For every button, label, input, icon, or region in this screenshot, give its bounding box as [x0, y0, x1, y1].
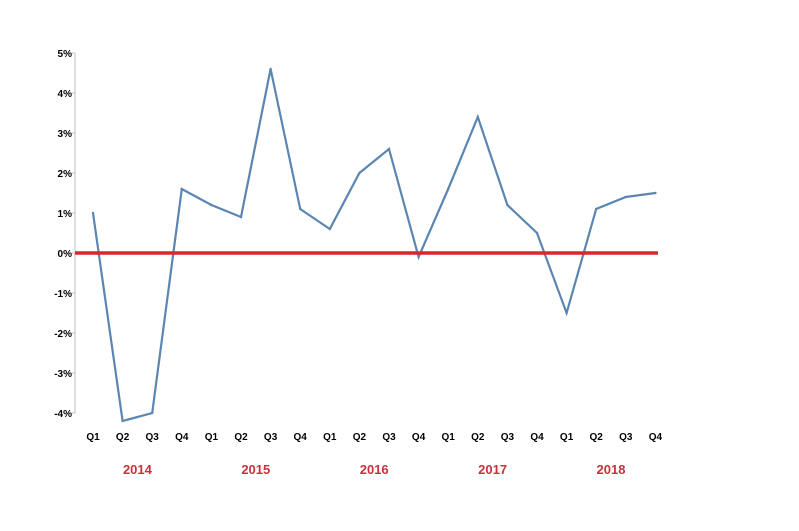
data-point [210, 203, 213, 207]
x-tick-label: Q4 [530, 432, 544, 443]
series-line [91, 68, 656, 423]
x-tick-label: Q1 [442, 432, 456, 443]
data-point [476, 115, 479, 119]
x-tick-label: Q3 [146, 432, 160, 443]
y-tick-label: -1% [54, 289, 72, 300]
data-point [506, 203, 509, 207]
x-tick-label: Q4 [175, 432, 189, 443]
y-axis: 5% 4% 3% 2% 1% 0% -1% -2% -3% -4% [54, 49, 76, 420]
data-point [299, 207, 302, 211]
data-point [121, 419, 124, 423]
x-tick-label: Q3 [382, 432, 396, 443]
data-point [624, 195, 627, 199]
data-point [417, 255, 420, 259]
year-label: 2014 [123, 462, 153, 477]
data-point [535, 231, 539, 235]
y-tick-label: 2% [58, 169, 73, 180]
y-tick-label: -4% [54, 409, 72, 420]
y-tick-label: 4% [58, 89, 73, 100]
year-labels: 2014 2015 2016 2017 2018 [123, 462, 626, 477]
y-tick-label: 3% [58, 129, 73, 140]
data-point [239, 215, 243, 219]
x-tick-label: Q3 [264, 432, 278, 443]
data-point [654, 191, 657, 195]
data-point [180, 187, 183, 191]
data-point [269, 67, 272, 71]
data-points [91, 67, 657, 423]
data-point [447, 187, 450, 191]
data-point [328, 227, 331, 231]
data-point [387, 147, 391, 151]
y-tick-label: 5% [58, 49, 73, 60]
year-label: 2018 [597, 462, 626, 477]
x-tick-label: Q2 [590, 432, 604, 443]
x-tick-label: Q2 [353, 432, 367, 443]
y-tick-label: 1% [58, 209, 73, 220]
data-point [595, 207, 598, 211]
y-tick-label: -3% [54, 369, 72, 380]
x-tick-label: Q2 [234, 432, 248, 443]
data-point [565, 311, 568, 315]
x-tick-label: Q2 [471, 432, 485, 443]
x-tick-label: Q2 [116, 432, 130, 443]
x-tick-label: Q1 [86, 432, 100, 443]
year-label: 2015 [241, 462, 270, 477]
y-tick-label: -2% [54, 329, 72, 340]
data-point [358, 171, 361, 175]
x-tick-label: Q1 [560, 432, 574, 443]
year-label: 2017 [478, 462, 507, 477]
x-tick-label: Q4 [412, 432, 426, 443]
x-tick-label: Q3 [619, 432, 633, 443]
data-point [151, 411, 154, 415]
x-tick-label: Q1 [323, 432, 337, 443]
y-tick-label: 0% [58, 249, 73, 260]
data-point [91, 211, 95, 215]
x-tick-label: Q4 [294, 432, 308, 443]
year-label: 2016 [360, 462, 389, 477]
x-tick-label: Q1 [205, 432, 219, 443]
x-axis: Q1 Q2 Q3 Q4 Q1 Q2 Q3 Q4 Q1 Q2 Q3 Q4 Q1 Q2 Q3 Q4 Q1 Q2 Q3 Q4 [86, 432, 662, 443]
x-tick-label: Q3 [501, 432, 515, 443]
x-tick-label: Q4 [649, 432, 663, 443]
